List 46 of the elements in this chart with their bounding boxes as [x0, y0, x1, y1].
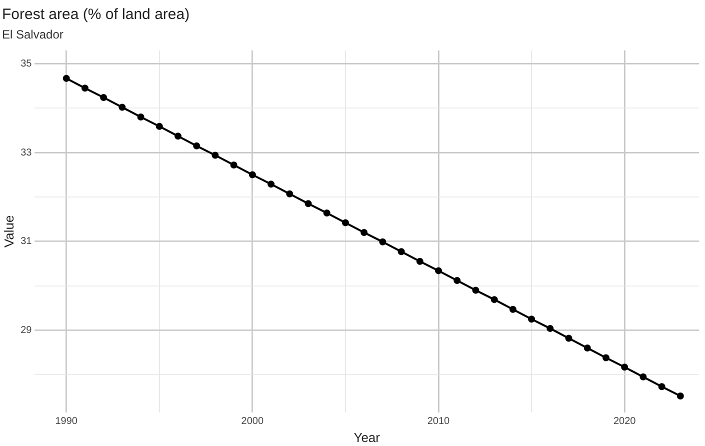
x-tick-label: 2020 [613, 416, 636, 428]
point [137, 114, 144, 121]
y-axis-title: Value [1, 215, 16, 248]
x-tick-label: 2000 [241, 416, 264, 428]
point [193, 142, 200, 150]
point [286, 190, 294, 198]
point [509, 306, 516, 313]
x-tick-label: 2010 [427, 416, 450, 428]
point [174, 132, 182, 140]
point [230, 161, 238, 168]
point [435, 267, 442, 274]
y-tick-label: 33 [20, 147, 32, 158]
chart-title: Forest area (% of land area) [2, 6, 190, 24]
point [640, 373, 647, 380]
point [156, 122, 163, 130]
point [118, 104, 126, 111]
point [379, 238, 386, 246]
point [81, 84, 88, 92]
point [416, 258, 424, 265]
chart-subtitle: El Salvador [2, 28, 64, 42]
point [454, 276, 461, 284]
point [342, 219, 349, 226]
point [528, 316, 536, 323]
x-axis-title: Year [354, 430, 381, 445]
point [62, 74, 70, 82]
point [584, 344, 591, 352]
y-tick-label: 35 [20, 58, 32, 70]
point [546, 324, 554, 332]
y-tick-label: 31 [20, 236, 32, 248]
point [100, 94, 108, 101]
point [658, 383, 666, 390]
point [490, 296, 498, 304]
point [323, 209, 330, 216]
point [676, 392, 684, 400]
point [565, 334, 572, 342]
point [360, 229, 368, 236]
y-tick-label: 29 [20, 324, 32, 336]
point [212, 152, 219, 159]
x-tick-label: 1990 [55, 416, 78, 428]
point [304, 200, 312, 208]
point [248, 171, 256, 178]
point [398, 248, 405, 256]
point [621, 364, 628, 371]
point [268, 180, 275, 188]
point [602, 354, 610, 362]
point [472, 286, 480, 294]
